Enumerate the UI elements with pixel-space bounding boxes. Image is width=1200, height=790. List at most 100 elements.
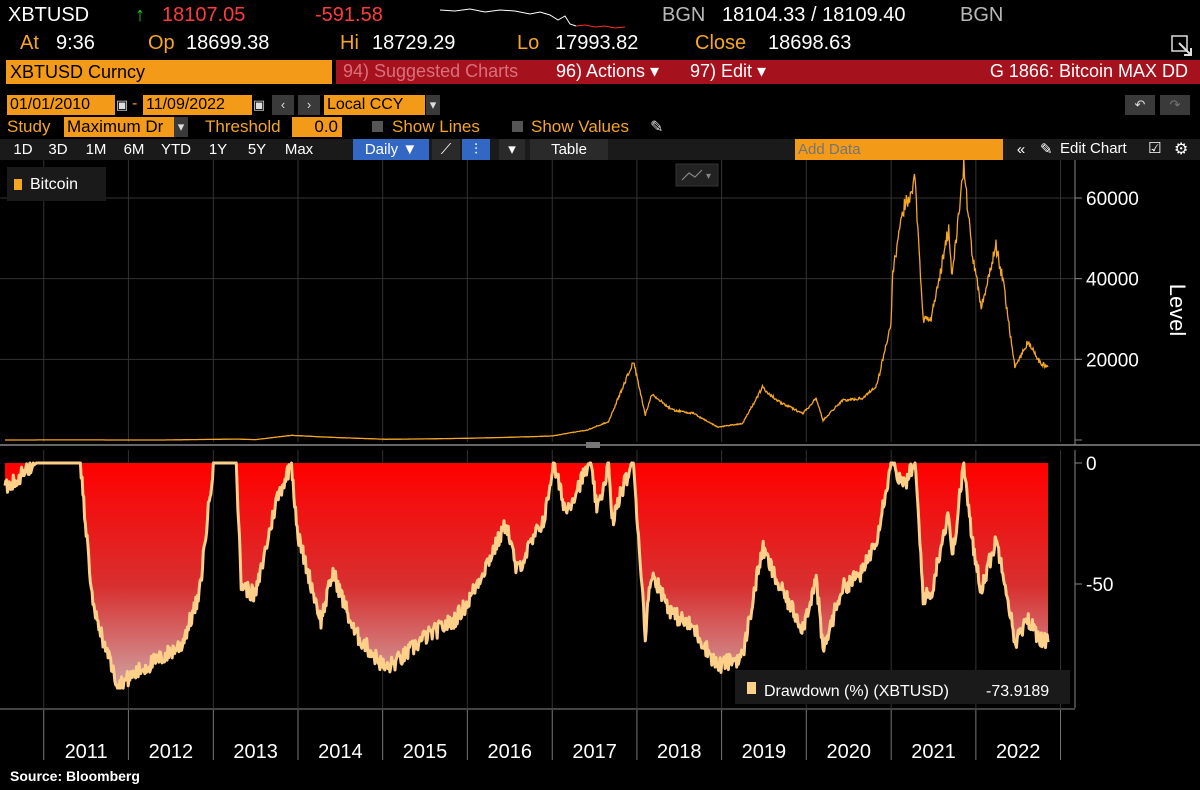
- line-chart-icon[interactable]: ⟋: [432, 139, 460, 160]
- y-tick-label: 60000: [1086, 189, 1139, 210]
- quote-header: XBTUSD ↑ 18107.05 -591.58 BGN 18104.33 /…: [0, 4, 1200, 30]
- open-value: 18699.38: [186, 32, 270, 54]
- drawdown-fill: [5, 463, 1048, 689]
- low-value: 17993.82: [555, 32, 639, 54]
- axes: 2011 2012 2013 2014 2015 2016 2017 2018 2019 2020…: [0, 189, 1139, 763]
- panel-resize-handle[interactable]: [586, 442, 600, 448]
- x-tick-label: 2015: [403, 741, 448, 763]
- period-button-6m[interactable]: 6M: [123, 141, 145, 158]
- gear-icon[interactable]: ⚙: [1174, 141, 1189, 158]
- period-button-max[interactable]: Max: [284, 141, 314, 158]
- y-tick-label: -50: [1086, 575, 1113, 596]
- ask-source: BGN: [960, 4, 1004, 26]
- table-button[interactable]: Table: [530, 139, 608, 160]
- x-tick-label: 2017: [572, 741, 617, 763]
- bid-ask: 18104.33 / 18109.40: [722, 4, 906, 26]
- period-row: 1D 3D 1M 6M YTD 1Y 5Y Max Daily ▼ ⟋ ⫶ ▾ Table «…: [0, 139, 1200, 160]
- intraday-sparkline: [440, 8, 625, 29]
- show-lines-checkbox[interactable]: [372, 121, 383, 132]
- drawdown-legend[interactable]: [735, 670, 1070, 704]
- chevron-down-icon[interactable]: ▾: [174, 117, 188, 137]
- start-date-input[interactable]: 01/01/2010: [7, 95, 116, 115]
- close-value: 18698.63: [768, 32, 852, 54]
- period-button-1m[interactable]: 1M: [85, 141, 107, 158]
- bar-chart-icon[interactable]: ⫶: [462, 139, 490, 160]
- legend-swatch: [14, 179, 22, 190]
- price-line: [5, 160, 1049, 441]
- ticker[interactable]: XBTUSD: [8, 4, 90, 26]
- drawdown-legend-name: Drawdown (%) (XBTUSD): [764, 683, 949, 700]
- calendar-icon[interactable]: ▣: [115, 95, 129, 115]
- study-label: Study: [7, 117, 51, 136]
- security-field[interactable]: XBTUSD Curncy: [6, 60, 332, 84]
- x-tick-label: 2011: [65, 741, 108, 763]
- up-arrow-icon: ↑: [135, 4, 145, 26]
- show-lines-label: Show Lines: [392, 117, 480, 136]
- chevron-down-icon: ▾: [706, 171, 711, 182]
- y-axis-label: Level: [1165, 284, 1190, 337]
- period-button-ytd[interactable]: YTD: [161, 141, 191, 158]
- x-tick-label: 2012: [149, 741, 194, 763]
- edit-box-icon[interactable]: ☑: [1148, 140, 1162, 157]
- chart-style-icon: [681, 169, 703, 181]
- period-button-3d[interactable]: 3D: [48, 141, 68, 158]
- threshold-input[interactable]: 0.0: [292, 117, 342, 137]
- x-tick-label: 2022: [996, 741, 1041, 763]
- low-label: Lo: [517, 32, 540, 54]
- x-tick-label: 2020: [826, 741, 871, 763]
- y-tick-label: 0: [1086, 454, 1097, 475]
- price-series: [5, 160, 1049, 441]
- currency-select[interactable]: Local CCY: [324, 95, 425, 115]
- time-value: 9:36: [56, 32, 95, 54]
- x-tick-label: 2021: [911, 741, 956, 763]
- close-label: Close: [695, 32, 747, 54]
- chevron-down-icon[interactable]: ▾: [426, 95, 440, 115]
- toolbar: XBTUSD Curncy 94) Suggested Charts 96) A…: [0, 60, 1200, 84]
- next-period-button[interactable]: ›: [298, 95, 320, 115]
- actions-menu[interactable]: 96) Actions ▾: [556, 61, 660, 81]
- ohlc-row: At 9:36 Op 18699.38 Hi 18729.29 Lo 17993…: [0, 32, 1200, 58]
- x-tick-label: 2014: [318, 741, 363, 763]
- date-row: 01/01/2010 ▣ - 11/09/2022 ▣ ‹ › Local CC…: [0, 95, 1200, 115]
- last-price: 18107.05: [162, 4, 246, 26]
- period-button-5y[interactable]: 5Y: [247, 141, 267, 158]
- pencil-icon[interactable]: ✎: [650, 119, 664, 136]
- toolbar-red-bar: [336, 60, 1200, 84]
- study-select[interactable]: Maximum Dr: [64, 117, 175, 137]
- price-legend[interactable]: [7, 167, 106, 201]
- threshold-label: Threshold: [205, 117, 281, 136]
- redo-icon[interactable]: ↷: [1160, 95, 1190, 115]
- suggested-charts-button[interactable]: 94) Suggested Charts: [343, 61, 519, 81]
- source-note: Source: Bloomberg: [10, 768, 140, 784]
- drawdown-swatch: [747, 682, 756, 694]
- collapse-icon[interactable]: «: [1016, 141, 1026, 158]
- drawdown-area: [3, 461, 1050, 690]
- open-label: Op: [148, 32, 175, 54]
- frequency-select[interactable]: Daily ▼: [353, 139, 429, 160]
- high-label: Hi: [340, 32, 359, 54]
- edit-chart-button[interactable]: Edit Chart: [1060, 140, 1127, 157]
- drawdown-line: [3, 461, 1050, 690]
- price-change: -591.58: [315, 4, 383, 26]
- undo-icon[interactable]: ↶: [1125, 95, 1155, 115]
- at-label: At: [20, 32, 39, 54]
- period-button-1y[interactable]: 1Y: [208, 141, 228, 158]
- show-values-checkbox[interactable]: [512, 121, 523, 132]
- add-data-input[interactable]: [795, 139, 1003, 160]
- expand-icon[interactable]: [1170, 34, 1194, 58]
- y-tick-label: 40000: [1086, 270, 1139, 291]
- gridlines: [0, 160, 1075, 708]
- high-value: 18729.29: [372, 32, 456, 54]
- calendar-icon[interactable]: ▣: [252, 95, 266, 115]
- chart-title: G 1866: Bitcoin MAX DD: [989, 61, 1188, 81]
- prev-period-button[interactable]: ‹: [272, 95, 294, 115]
- y-tick-label: 20000: [1086, 350, 1139, 371]
- x-tick-label: 2019: [742, 741, 787, 763]
- date-separator: -: [132, 95, 138, 112]
- chart-area: 2011 2012 2013 2014 2015 2016 2017 2018 2019 2020…: [0, 160, 1200, 790]
- period-button-1d[interactable]: 1D: [13, 141, 33, 158]
- edit-menu[interactable]: 97) Edit ▾: [690, 61, 767, 81]
- pencil-icon[interactable]: ✎: [1040, 141, 1053, 158]
- end-date-input[interactable]: 11/09/2022: [143, 95, 252, 115]
- chevron-down-icon[interactable]: ▾: [499, 139, 525, 160]
